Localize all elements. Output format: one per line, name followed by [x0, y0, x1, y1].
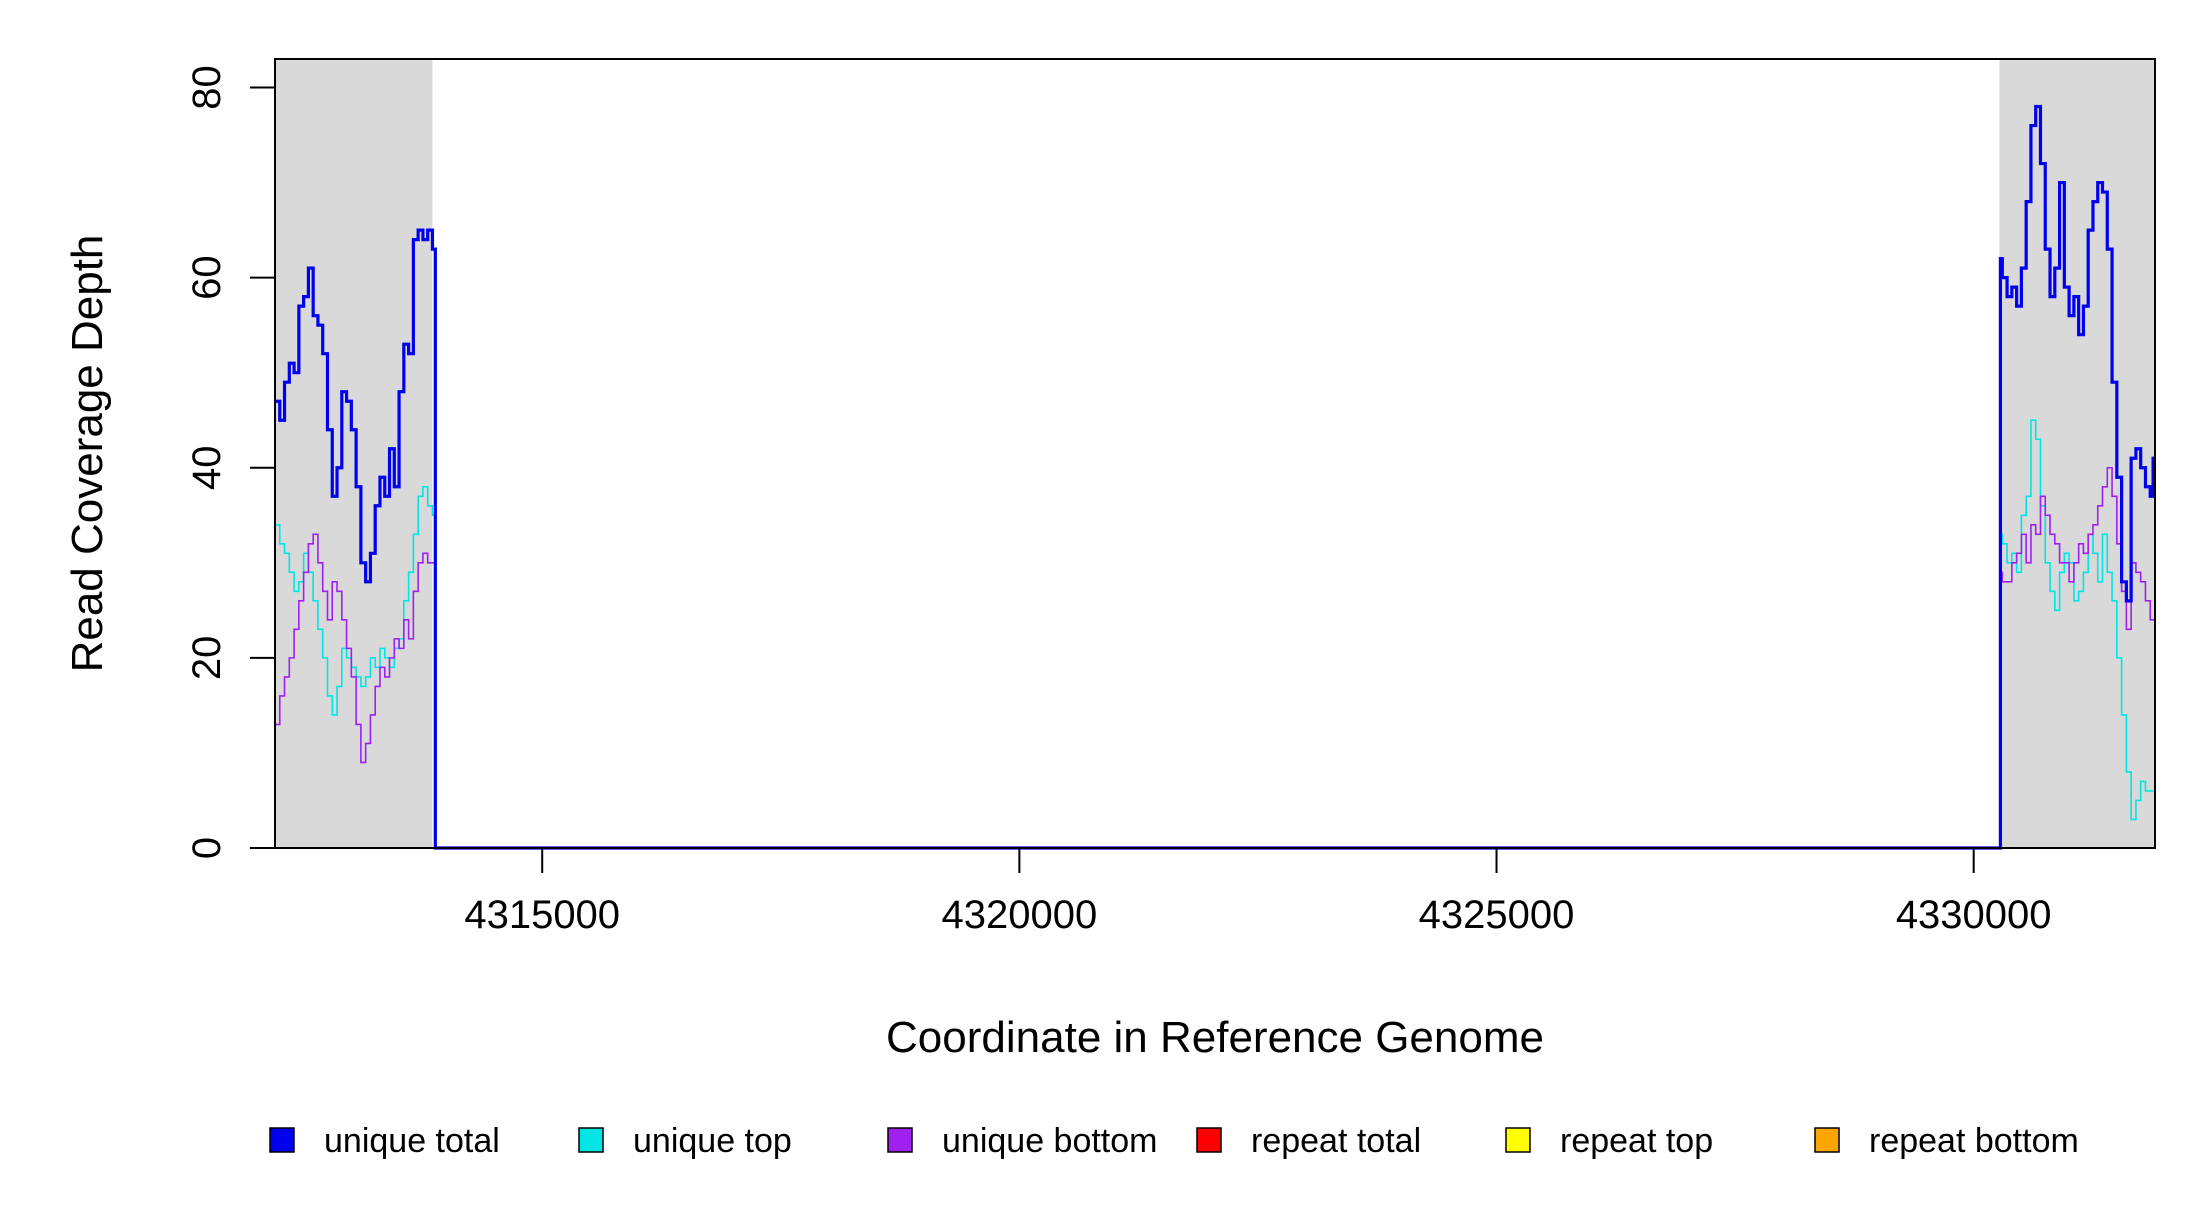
legend-label-repeat-top: repeat top: [1560, 1122, 1713, 1160]
x-tick-label: 4325000: [1419, 893, 1575, 937]
legend-swatch-repeat-total: [1196, 1127, 1222, 1153]
legend-label-repeat-total: repeat total: [1251, 1122, 1421, 1160]
legend-swatch-repeat-bottom: [1814, 1127, 1840, 1153]
legend-swatch-unique-top: [578, 1127, 604, 1153]
y-tick-label: 60: [185, 255, 229, 300]
legend-label-repeat-bottom: repeat bottom: [1869, 1122, 2079, 1160]
series-line-unique-bottom: [275, 466, 2155, 849]
y-tick-label: 80: [185, 65, 229, 110]
x-tick-label: 4320000: [941, 893, 1097, 937]
plot-frame: [274, 58, 2156, 849]
legend-label-unique-total: unique total: [324, 1122, 500, 1160]
shaded-region-2: [1999, 59, 2155, 848]
shaded-regions: [275, 59, 2155, 848]
y-axis: 0 20 40 60 80: [185, 65, 276, 859]
y-tick-label: 0: [185, 837, 229, 859]
series-line-unique-total: [275, 104, 2155, 850]
x-tick-label: 4330000: [1896, 893, 2052, 937]
legend-swatch-repeat-top: [1505, 1127, 1531, 1153]
y-tick-label: 20: [185, 636, 229, 681]
y-axis-title: Read Coverage Depth: [63, 235, 112, 673]
x-axis-title: Coordinate in Reference Genome: [886, 1013, 1544, 1062]
legend-swatch-unique-bottom: [887, 1127, 913, 1153]
series-lines: [275, 104, 2155, 850]
legend-swatch-unique-total: [269, 1127, 295, 1153]
y-tick-label: 40: [185, 446, 229, 491]
series-line-unique-top: [275, 419, 2155, 849]
legend-label-unique-bottom: unique bottom: [942, 1122, 1158, 1160]
legend-label-unique-top: unique top: [633, 1122, 792, 1160]
legend: unique total unique top unique bottom repea…: [269, 1122, 2079, 1160]
shaded-region-1: [275, 59, 433, 848]
x-tick-label: 4315000: [464, 893, 620, 937]
x-axis: 4315000 4320000 4325000 4330000: [464, 847, 2052, 937]
